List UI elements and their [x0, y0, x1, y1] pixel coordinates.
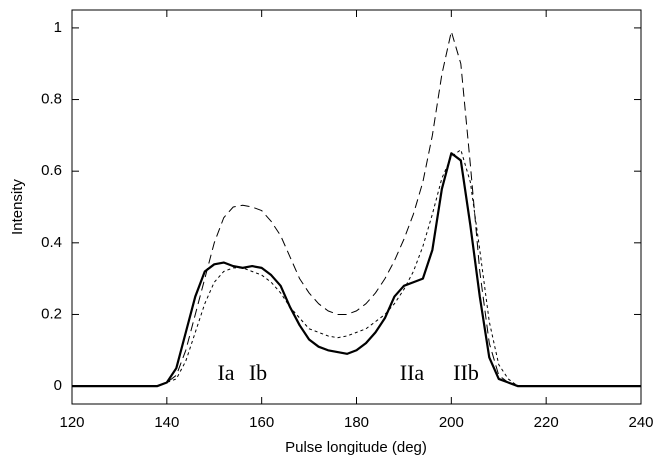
y-tick-label: 0.4 — [41, 234, 62, 251]
series-line — [72, 149, 641, 387]
annotation: IIa — [400, 360, 425, 385]
series-line — [72, 152, 641, 388]
plot-frame — [71, 9, 642, 405]
annotation: Ib — [249, 360, 267, 385]
y-tick-label: 1 — [54, 19, 62, 36]
x-tick-label: 120 — [59, 414, 84, 431]
x-tick-label: 240 — [628, 414, 653, 431]
annotation: Ia — [217, 360, 234, 385]
x-tick-label: 160 — [249, 414, 274, 431]
y-tick-label: 0.2 — [41, 305, 62, 322]
annotation: IIb — [453, 360, 479, 385]
y-tick-label: 0.6 — [41, 162, 62, 179]
x-tick-label: 220 — [534, 414, 559, 431]
y-axis-label: Intensity — [9, 179, 26, 235]
y-tick-label: 0.8 — [41, 91, 62, 108]
x-tick-label: 180 — [344, 414, 369, 431]
x-tick-label: 200 — [439, 414, 464, 431]
y-tick-label: 0 — [54, 377, 62, 394]
series-line — [72, 30, 641, 387]
x-axis-label: Pulse longitude (deg) — [285, 439, 427, 456]
x-tick-label: 140 — [154, 414, 179, 431]
